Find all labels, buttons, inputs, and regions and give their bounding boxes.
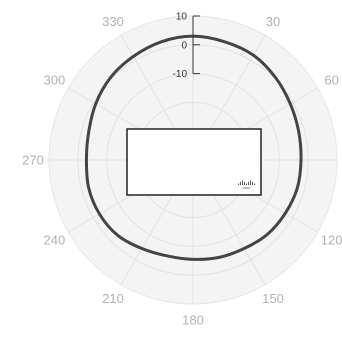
- cisco-logo-bar: [254, 183, 255, 185]
- cisco-logo-bar: [242, 180, 243, 185]
- angle-tick-label: 300: [44, 73, 66, 88]
- cisco-logo-bar: [238, 183, 239, 185]
- angle-tick-label: 330: [102, 14, 124, 29]
- angle-tick-label: 60: [324, 73, 338, 88]
- angle-tick-label: 150: [262, 291, 284, 306]
- angle-tick-label: 120: [321, 233, 342, 248]
- access-point-device: cisco: [126, 128, 262, 196]
- pattern-series: [84, 34, 303, 261]
- pattern-line: [84, 34, 303, 261]
- radial-tick-label: 0: [181, 40, 187, 51]
- radial-tick-label: 10: [176, 12, 188, 23]
- angle-axis: 306090120150180210240270300330: [22, 14, 342, 328]
- angle-tick-label: 240: [44, 233, 66, 248]
- cisco-logo-bar: [240, 182, 241, 185]
- angle-tick-label: 180: [182, 313, 204, 328]
- cisco-logo-bar: [248, 182, 249, 185]
- cisco-logo-bar: [250, 180, 251, 185]
- access-point-outline: [126, 128, 262, 196]
- angle-tick-label: 270: [22, 153, 44, 168]
- device-brand-label: cisco: [243, 186, 251, 190]
- radial-tick-label: -10: [173, 69, 188, 80]
- cisco-logo-bar: [252, 182, 253, 185]
- cisco-logo-bar: [246, 183, 247, 185]
- radial-axis: 10 0 -10: [173, 12, 200, 80]
- angle-tick-label: 210: [102, 291, 124, 306]
- cisco-logo-bar: [244, 182, 245, 185]
- angle-tick-label: 30: [266, 14, 280, 29]
- cisco-logo-icon: cisco: [238, 180, 255, 190]
